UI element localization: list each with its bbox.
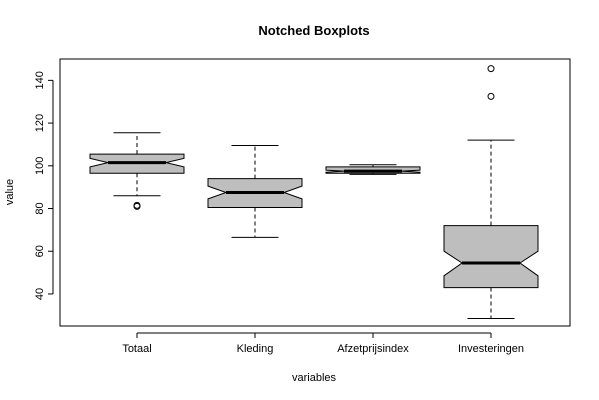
box-kleding	[207, 145, 303, 238]
chart-title: Notched Boxplots	[258, 23, 369, 38]
plot-area: 40 60 80 100 120 140 Totaal Kleding Afzetprijsin…	[34, 65, 539, 355]
y-tick-label: 40	[34, 288, 46, 300]
x-axis-label: variables	[292, 372, 337, 384]
notched-box	[443, 225, 539, 289]
x-tick-label: Investeringen	[458, 343, 524, 355]
y-tick-label: 120	[34, 114, 46, 132]
x-tick-label: Totaal	[122, 343, 151, 355]
plot-frame	[59, 58, 571, 327]
y-tick-label: 140	[34, 71, 46, 89]
box-afzetprijsindex	[325, 164, 421, 175]
y-tick-label: 80	[34, 202, 46, 214]
y-tick-label: 100	[34, 157, 46, 175]
x-tick-label: Afzetprijsindex	[337, 343, 409, 355]
box-investeringen	[443, 65, 539, 320]
x-tick-label: Kleding	[237, 343, 274, 355]
box-totaal	[89, 132, 185, 210]
y-tick-label: 60	[34, 245, 46, 257]
y-axis-label: value	[4, 179, 16, 205]
outlier-point	[487, 65, 495, 73]
outlier-point	[133, 201, 141, 209]
outlier-point	[487, 92, 495, 100]
